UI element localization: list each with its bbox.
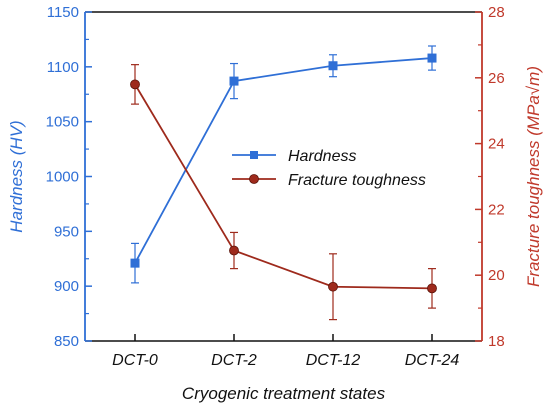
hardness-series xyxy=(130,45,437,284)
fracture-toughness-series xyxy=(130,64,437,321)
x-axis-title: Cryogenic treatment states xyxy=(182,384,386,403)
x-tick-label: DCT-12 xyxy=(306,352,361,369)
right-y-tick-label: 20 xyxy=(488,267,505,284)
right-y-axis-title: Fracture toughness (MPa√m) xyxy=(524,66,543,287)
fracture-toughness-point xyxy=(229,245,239,256)
hardness-point xyxy=(229,76,239,86)
right-y-tick-label: 22 xyxy=(488,201,505,218)
hardness-point xyxy=(427,53,437,63)
right-y-tick-label: 28 xyxy=(488,4,505,21)
left-y-tick-label: 1150 xyxy=(47,4,79,21)
left-y-tick-label: 950 xyxy=(54,223,79,240)
left-y-tick-label: 1000 xyxy=(46,169,79,186)
right-y-tick-label: 26 xyxy=(488,70,505,87)
x-tick-label: DCT-24 xyxy=(405,352,460,369)
legend-fracture-toughness-label: Fracture toughness xyxy=(288,172,426,189)
hardness-point xyxy=(328,61,338,71)
x-tick-label: DCT-0 xyxy=(112,352,158,369)
legend-hardness-label: Hardness xyxy=(288,148,356,165)
left-y-tick-label: 850 xyxy=(54,333,79,350)
legend-hardness-marker xyxy=(250,151,258,159)
fracture-toughness-point xyxy=(328,281,338,292)
left-y-tick-label: 900 xyxy=(54,278,79,295)
hardness-line xyxy=(134,57,433,264)
hardness-point xyxy=(130,258,140,268)
x-tick-label: DCT-2 xyxy=(211,352,257,369)
fracture-toughness-point xyxy=(427,283,437,294)
left-y-tick-label: 1050 xyxy=(46,114,79,131)
fracture-toughness-line xyxy=(134,83,433,290)
left-y-tick-label: 1100 xyxy=(47,59,79,76)
right-y-tick-label: 18 xyxy=(488,333,505,350)
legend-fracture-toughness-marker xyxy=(249,174,259,184)
right-y-tick-label: 24 xyxy=(488,136,505,153)
fracture-toughness-point xyxy=(130,79,140,90)
left-y-axis-title: Hardness (HV) xyxy=(7,120,26,232)
